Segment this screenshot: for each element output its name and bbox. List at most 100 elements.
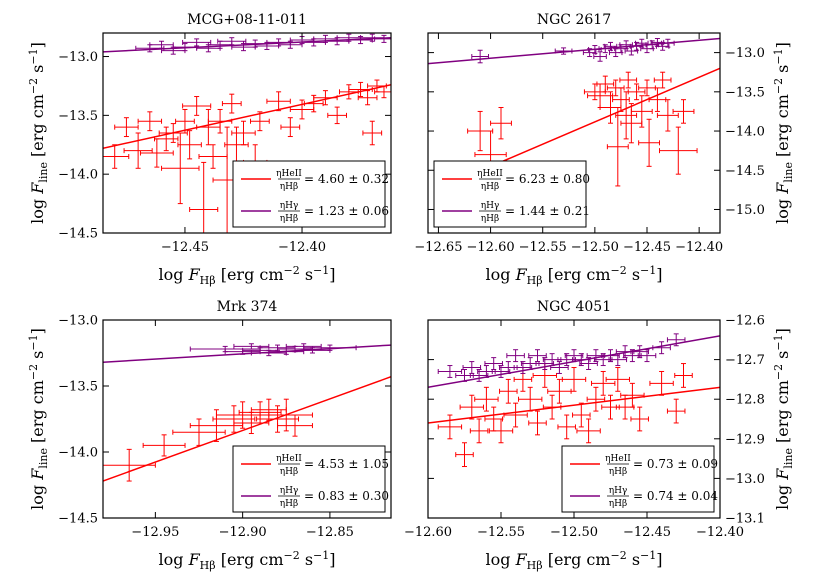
plot-frame bbox=[427, 32, 721, 234]
data-point bbox=[289, 99, 315, 120]
legend-label: = 1.44 ± 0.21 bbox=[505, 204, 590, 218]
x-axis-label: log FHβ [erg cm−2 s−1] bbox=[158, 264, 335, 287]
data-point bbox=[189, 161, 219, 233]
data-point bbox=[653, 71, 672, 89]
x-tick-label: −12.40 bbox=[278, 240, 326, 255]
legend-box bbox=[232, 445, 386, 513]
data-point bbox=[278, 40, 303, 49]
data-point bbox=[528, 349, 547, 363]
data-point bbox=[154, 126, 179, 152]
y-tick-label: −13.5 bbox=[58, 109, 98, 124]
legend-box bbox=[232, 160, 386, 228]
data-point bbox=[561, 367, 587, 392]
legend-fraction-numerator: ηHeII bbox=[276, 169, 302, 179]
legend-label: = 6.23 ± 0.80 bbox=[505, 172, 590, 186]
x-tick-label: −12.55 bbox=[477, 525, 525, 540]
y-tick-label: −14.5 bbox=[58, 512, 98, 527]
data-point bbox=[280, 117, 301, 138]
data-point bbox=[268, 348, 305, 355]
x-tick-label: −12.60 bbox=[467, 240, 515, 255]
data-point bbox=[182, 38, 212, 47]
data-point bbox=[238, 401, 282, 424]
y-tick-label: −13.0 bbox=[58, 314, 98, 329]
data-point bbox=[196, 108, 221, 146]
x-tick-label: −12.45 bbox=[161, 240, 209, 255]
y-tick-label: −15.0 bbox=[725, 203, 765, 218]
legend-fraction-denominator: ηHβ bbox=[280, 182, 298, 192]
data-point bbox=[596, 75, 615, 93]
data-point bbox=[648, 87, 667, 112]
data-point bbox=[547, 378, 572, 404]
plot-frame bbox=[102, 319, 392, 519]
legend-entry: ηHγ ηHβ = 1.44 ± 0.21 bbox=[442, 201, 590, 224]
legend-fraction-numerator: ηHeII bbox=[605, 454, 631, 464]
legend-label: = 0.74 ± 0.04 bbox=[633, 489, 718, 503]
y-axis-label: log Fline [erg cm−2 s−1] bbox=[27, 42, 50, 224]
y-tick-label: −12.9 bbox=[725, 432, 765, 447]
y-axis-label: log Fline [erg cm−2 s−1] bbox=[27, 328, 50, 510]
data-point bbox=[627, 83, 646, 101]
data-point bbox=[582, 48, 597, 58]
legend-fraction-numerator: ηHγ bbox=[280, 486, 299, 496]
legend-fraction-numerator: ηHeII bbox=[477, 169, 503, 179]
y-tick-label: −14.0 bbox=[58, 446, 98, 461]
x-tick-label: −12.65 bbox=[414, 240, 462, 255]
legend-fraction-denominator: ηHβ bbox=[280, 467, 298, 477]
legend-fraction-numerator: ηHγ bbox=[481, 201, 500, 211]
data-point bbox=[655, 41, 670, 51]
data-point bbox=[471, 49, 489, 64]
y-tick-label: −12.8 bbox=[725, 393, 765, 408]
plot-data bbox=[428, 333, 720, 468]
legend: ηHeII ηHβ = 0.73 ± 0.09 ηHγ ηHβ = 0.74 ± 0.04 bbox=[561, 445, 718, 513]
data-point bbox=[233, 411, 270, 435]
data-point bbox=[659, 126, 698, 175]
data-point bbox=[518, 386, 543, 412]
data-point bbox=[177, 130, 202, 160]
data-point bbox=[490, 107, 512, 140]
y-tick-label: −13.1 bbox=[725, 512, 765, 527]
data-point bbox=[103, 448, 156, 482]
data-point bbox=[175, 108, 195, 134]
plot-data bbox=[103, 33, 391, 233]
data-point bbox=[576, 418, 601, 444]
data-point bbox=[348, 81, 373, 98]
data-point bbox=[327, 106, 348, 125]
data-point bbox=[652, 341, 671, 355]
data-point bbox=[620, 382, 645, 408]
legend-entry: ηHγ ηHβ = 0.74 ± 0.04 bbox=[570, 486, 718, 509]
data-point bbox=[649, 370, 674, 396]
data-point bbox=[250, 111, 270, 132]
legend: ηHeII ηHβ = 4.60 ± 0.32 ηHγ ηHβ = 1.23 ± 0.06 bbox=[232, 160, 389, 228]
legend-box bbox=[561, 445, 715, 513]
legend-entry: ηHeII ηHβ = 6.23 ± 0.80 bbox=[442, 169, 590, 192]
legend-fraction-numerator: ηHγ bbox=[280, 201, 299, 211]
data-point bbox=[554, 47, 573, 55]
data-point bbox=[661, 38, 675, 48]
data-point bbox=[172, 43, 198, 52]
y-tick-label: −13.5 bbox=[58, 380, 98, 395]
data-point bbox=[503, 402, 528, 428]
data-point bbox=[550, 361, 569, 374]
data-point bbox=[638, 79, 656, 97]
plot-frame bbox=[102, 32, 392, 234]
data-point bbox=[233, 343, 270, 350]
chart-panel-1: −12.65 −12.60 −12.55 −12.50 −12.45 −12.40 −13.… bbox=[414, 12, 795, 287]
data-point bbox=[624, 46, 639, 56]
legend-label: = 0.83 ± 0.30 bbox=[304, 489, 389, 503]
legend-fraction-denominator: ηHβ bbox=[481, 214, 499, 224]
data-point bbox=[277, 414, 313, 437]
legend-entry: ηHγ ηHβ = 1.23 ± 0.06 bbox=[241, 201, 389, 224]
y-axis-label: log Fline [erg cm−2 s−1] bbox=[772, 328, 795, 510]
legend: ηHeII ηHβ = 6.23 ± 0.80 ηHγ ηHβ = 1.44 ± 0.21 bbox=[433, 160, 590, 228]
x-tick-label: −12.40 bbox=[675, 240, 723, 255]
data-point bbox=[459, 394, 484, 420]
panel-title: NGC 2617 bbox=[537, 12, 611, 28]
legend-fraction-denominator: ηHβ bbox=[481, 182, 499, 192]
x-tick-label: −12.55 bbox=[519, 240, 567, 255]
data-point bbox=[462, 361, 482, 374]
y-tick-label: −14.0 bbox=[725, 125, 765, 140]
y-tick-label: −14.0 bbox=[58, 168, 98, 183]
legend: ηHeII ηHβ = 4.53 ± 1.05 ηHγ ηHβ = 0.83 ± 0.30 bbox=[232, 445, 389, 513]
data-point bbox=[619, 71, 638, 89]
